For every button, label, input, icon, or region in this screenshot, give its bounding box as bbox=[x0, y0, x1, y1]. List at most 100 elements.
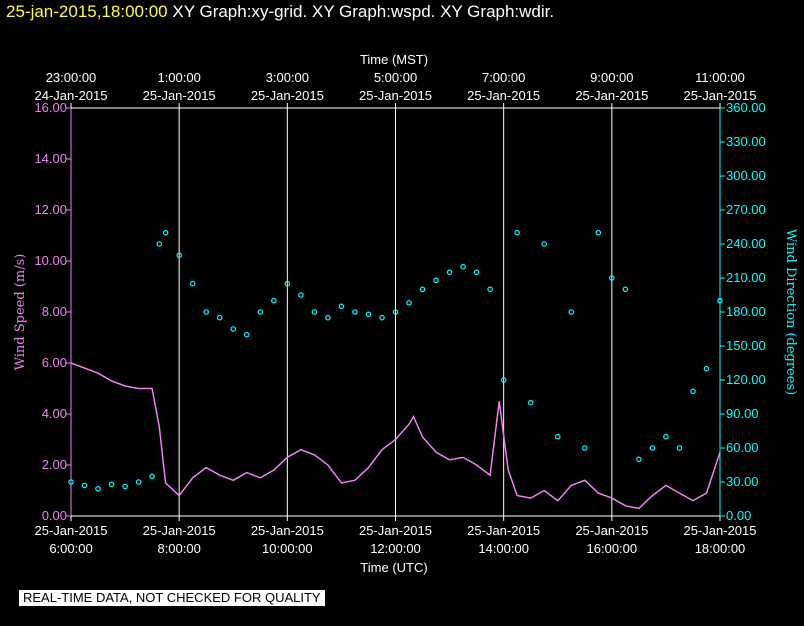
top-tick-date: 25-Jan-2015 bbox=[143, 88, 216, 103]
bottom-tick-time: 8:00:00 bbox=[157, 541, 200, 556]
quality-notice: REAL-TIME DATA, NOT CHECKED FOR QUALITY bbox=[19, 590, 325, 606]
y-left-tick-label: 6.00 bbox=[42, 355, 67, 370]
wind-direction-point bbox=[636, 456, 642, 463]
y-left-tick-label: 4.00 bbox=[42, 406, 67, 421]
wind-direction-point bbox=[649, 445, 656, 451]
wind-direction-point bbox=[122, 483, 128, 490]
wind-direction-point bbox=[433, 277, 439, 284]
y-left-tick-label: 12.00 bbox=[34, 202, 67, 217]
wind-direction-point bbox=[203, 309, 210, 315]
top-tick-date: 25-Jan-2015 bbox=[359, 88, 432, 103]
chart-header: 25-jan-2015,18:00:00 XY Graph:xy-grid. X… bbox=[6, 2, 554, 22]
y-left-tick-label: 10.00 bbox=[34, 253, 67, 268]
wind-direction-point bbox=[135, 479, 142, 485]
y-left-tick-label: 14.00 bbox=[34, 151, 67, 166]
wind-direction-point bbox=[81, 482, 88, 489]
wind-direction-point bbox=[676, 445, 683, 451]
bottom-tick-time: 16:00:00 bbox=[587, 541, 638, 556]
y-right-tick-label: 30.00 bbox=[726, 474, 759, 489]
bottom-tick-time: 6:00:00 bbox=[49, 541, 92, 556]
y-right-tick-label: 90.00 bbox=[726, 406, 759, 421]
y-right-tick-label: 60.00 bbox=[726, 440, 759, 455]
wind-direction-point bbox=[270, 297, 277, 304]
bottom-tick-date: 25-Jan-2015 bbox=[575, 523, 648, 538]
top-tick-time: 1:00:00 bbox=[157, 70, 200, 85]
wind-direction-series bbox=[68, 229, 723, 492]
bottom-axis-label: Time (UTC) bbox=[360, 560, 427, 575]
wind-direction-point bbox=[352, 309, 358, 315]
wind-direction-point bbox=[554, 433, 561, 440]
top-tick-date: 25-Jan-2015 bbox=[575, 88, 648, 103]
wind-speed-series bbox=[70, 362, 721, 510]
wind-direction-point bbox=[419, 286, 426, 293]
wind-direction-point bbox=[608, 275, 615, 281]
wind-direction-point bbox=[514, 229, 521, 236]
axes bbox=[66, 103, 725, 521]
wind-direction-point bbox=[473, 269, 480, 276]
y-left-tick-label: 2.00 bbox=[42, 457, 67, 472]
wind-direction-point bbox=[392, 309, 399, 315]
top-tick-date: 25-Jan-2015 bbox=[684, 88, 757, 103]
wind-direction-point bbox=[162, 229, 169, 236]
top-tick-time: 23:00:00 bbox=[46, 70, 97, 85]
wind-direction-point bbox=[500, 377, 507, 383]
y-right-tick-label: 180.00 bbox=[726, 304, 766, 319]
left-axis-label: Wind Speed (m/s) bbox=[13, 254, 28, 371]
y-left-tick-label: 0.00 bbox=[42, 508, 67, 523]
bottom-tick-date: 25-Jan-2015 bbox=[359, 523, 432, 538]
wind-direction-point bbox=[568, 309, 575, 315]
right-axis-label: Wind Direction (degrees) bbox=[783, 229, 798, 395]
wind-direction-point bbox=[257, 309, 264, 315]
wind-direction-point bbox=[325, 314, 331, 321]
wind-direction-point bbox=[230, 326, 237, 332]
bottom-tick-time: 10:00:00 bbox=[262, 541, 313, 556]
wind-direction-point bbox=[176, 252, 183, 259]
bottom-tick-date: 25-Jan-2015 bbox=[35, 523, 108, 538]
wind-direction-point bbox=[216, 314, 223, 321]
y-right-tick-label: 240.00 bbox=[726, 236, 766, 251]
top-tick-date: 25-Jan-2015 bbox=[251, 88, 324, 103]
y-right-tick-label: 360.00 bbox=[726, 100, 766, 115]
wind-direction-point bbox=[365, 311, 372, 318]
y-right-tick-label: 300.00 bbox=[726, 168, 766, 183]
wind-direction-point bbox=[690, 388, 696, 395]
wind-direction-point bbox=[298, 292, 304, 298]
bottom-tick-date: 25-Jan-2015 bbox=[467, 523, 540, 538]
tick-labels: 25-Jan-2015 6:00:00 23:00:00 24-Jan-2015 25-… bbox=[34, 70, 765, 556]
top-tick-time: 9:00:00 bbox=[590, 70, 633, 85]
header-graph-list: XY Graph:xy-grid. XY Graph:wspd. XY Grap… bbox=[172, 2, 555, 21]
wind-direction-point bbox=[156, 241, 163, 247]
wind-direction-point bbox=[244, 331, 250, 338]
y-right-tick-label: 210.00 bbox=[726, 270, 766, 285]
y-right-tick-label: 270.00 bbox=[726, 202, 766, 217]
wind-direction-point bbox=[527, 399, 534, 406]
bottom-tick-date: 25-Jan-2015 bbox=[143, 523, 216, 538]
wind-direction-point bbox=[338, 303, 345, 310]
top-axis-label: Time (MST) bbox=[360, 52, 428, 67]
wind-direction-point bbox=[284, 280, 291, 287]
top-tick-time: 11:00:00 bbox=[695, 70, 745, 85]
wind-direction-point bbox=[663, 433, 669, 440]
bottom-tick-time: 12:00:00 bbox=[370, 541, 421, 556]
top-tick-date: 24-Jan-2015 bbox=[35, 88, 108, 103]
bottom-tick-time: 18:00:00 bbox=[695, 541, 746, 556]
wind-direction-point bbox=[108, 481, 115, 488]
wind-direction-point bbox=[595, 229, 602, 236]
wind-direction-point bbox=[703, 365, 710, 372]
wind-direction-point bbox=[379, 314, 385, 321]
bottom-tick-time: 14:00:00 bbox=[478, 541, 529, 556]
top-tick-time: 7:00:00 bbox=[482, 70, 525, 85]
wind-direction-point bbox=[460, 263, 466, 270]
y-left-tick-label: 8.00 bbox=[42, 304, 67, 319]
bottom-tick-date: 25-Jan-2015 bbox=[684, 523, 757, 538]
y-right-tick-label: 150.00 bbox=[726, 338, 766, 353]
wind-direction-point bbox=[95, 485, 101, 492]
y-right-tick-label: 0.00 bbox=[726, 508, 751, 523]
wind-direction-point bbox=[311, 309, 318, 315]
wind-direction-point bbox=[149, 473, 155, 480]
grid-lines bbox=[178, 108, 613, 516]
y-right-tick-label: 330.00 bbox=[726, 134, 766, 149]
wind-direction-point bbox=[487, 286, 493, 293]
y-left-tick-label: 16.00 bbox=[34, 100, 67, 115]
